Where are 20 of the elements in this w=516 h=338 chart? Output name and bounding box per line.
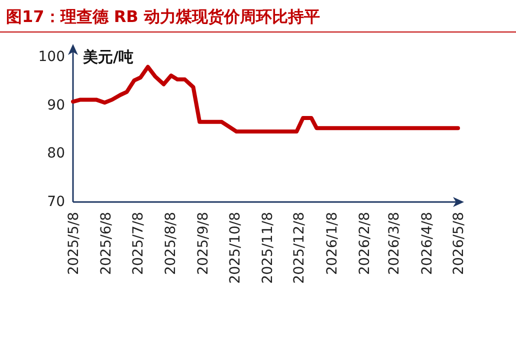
x-tick-label: 2025/11/8 [260,212,276,284]
y-tick-label: 100 [38,49,65,66]
y-axis-title: 美元/吨 [82,48,134,66]
x-tick-label: 2026/1/8 [324,212,340,275]
x-tick-label: 2025/10/8 [227,212,244,284]
chart-title: 图17：理查德 RB 动力煤现货价周环比持平 [6,7,320,26]
x-tick-label: 2026/2/8 [357,212,374,275]
line-series [71,64,460,134]
x-tick-label: 2026/3/8 [386,212,403,275]
x-tick-label: 2025/5/8 [66,212,82,275]
x-tick-label: 2026/4/8 [419,212,436,275]
x-tick-label: 2025/9/8 [196,212,212,275]
x-tick-label: 2025/6/8 [98,212,115,275]
x-tick-label: 2025/7/8 [130,212,146,275]
x-tick-label: 2026/5/8 [451,212,467,275]
y-tick-label: 90 [47,97,65,114]
x-tick-label: 2025/12/8 [292,212,308,284]
y-tick-label: 70 [47,194,65,210]
y-tick-label: 80 [47,146,65,162]
x-tick-label: 2025/8/8 [163,212,180,275]
